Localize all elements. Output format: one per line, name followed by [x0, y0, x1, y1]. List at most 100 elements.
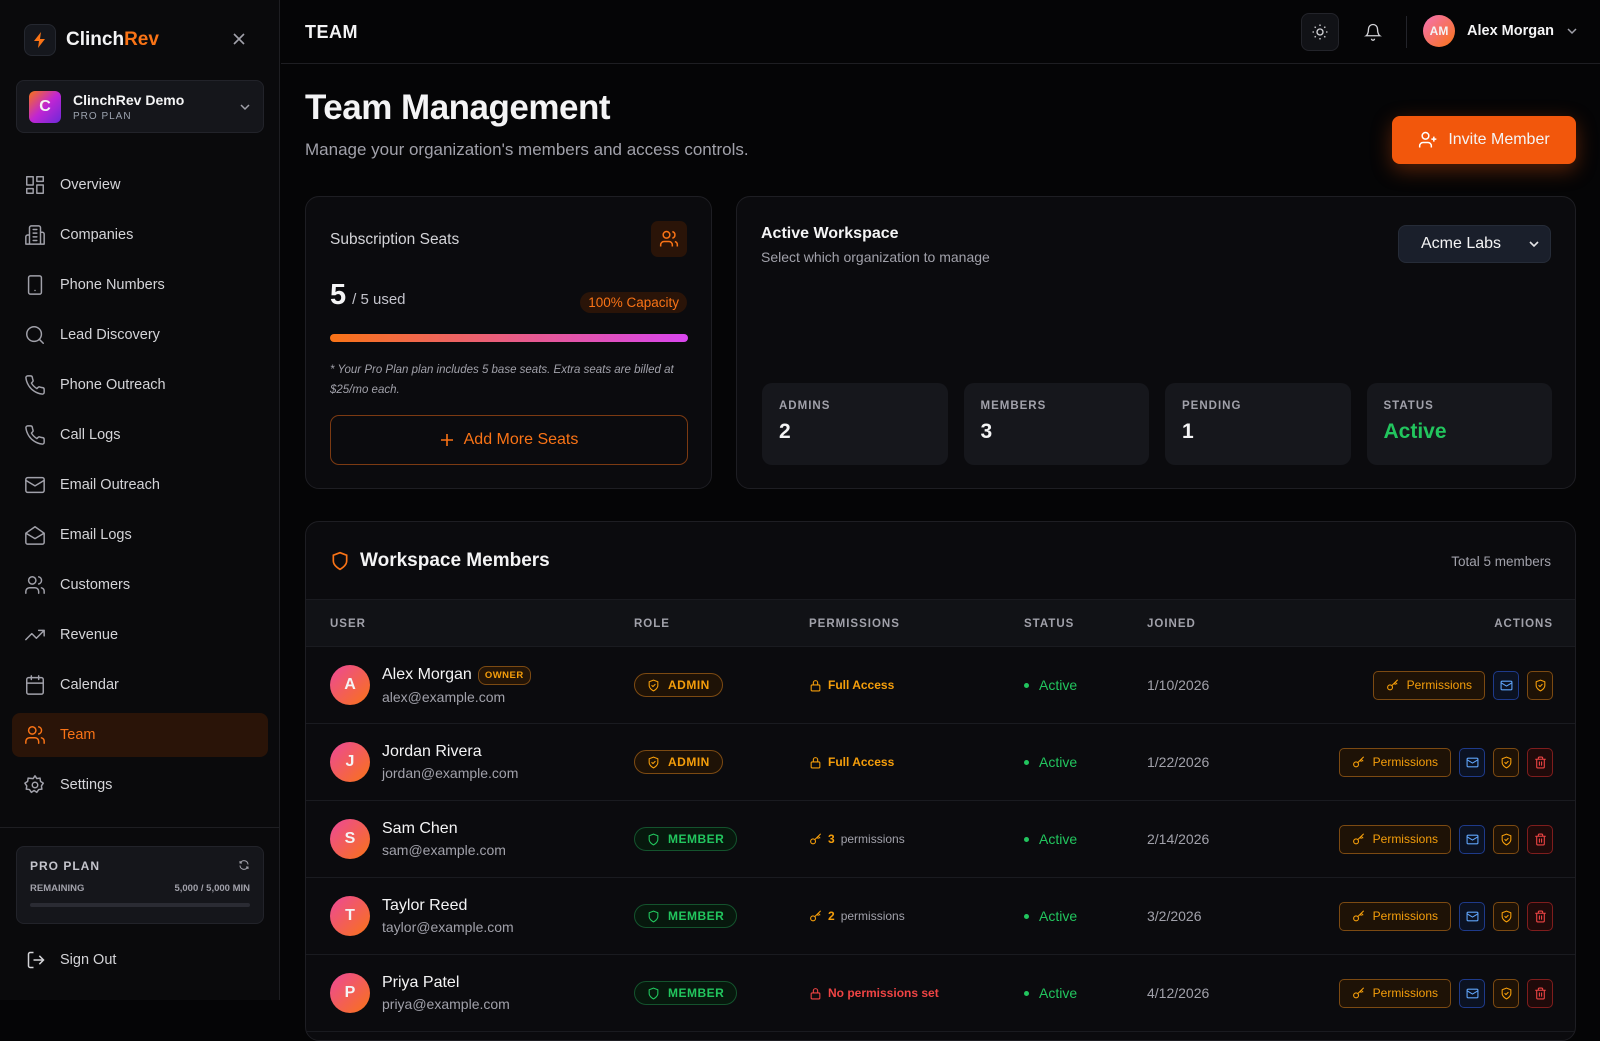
delete-button[interactable] [1527, 747, 1553, 777]
nav-item[interactable]: Phone Outreach [12, 363, 268, 407]
joined-date: 2/14/2026 [1147, 831, 1210, 847]
workspace-stats: ADMINS 2 MEMBERS 3 PENDING 1 STATUS Active [762, 383, 1552, 465]
permissions-button[interactable]: Permissions [1372, 670, 1485, 700]
member-name-row: Taylor Reed [382, 897, 514, 915]
permissions-button[interactable]: Permissions [1338, 824, 1451, 854]
key-icon [1386, 679, 1399, 692]
role-label: MEMBER [668, 909, 725, 923]
icon-part [648, 833, 659, 845]
email-button[interactable] [1459, 978, 1485, 1008]
users-icon [659, 230, 679, 247]
icon-part [1316, 28, 1324, 36]
icon [25, 726, 45, 744]
delete-button[interactable] [1527, 824, 1553, 854]
member-name-row: Priya Patel [382, 974, 510, 992]
permissions: 2 permissions [809, 909, 905, 923]
sign-out[interactable]: Sign Out [26, 950, 116, 970]
role-button[interactable] [1493, 824, 1519, 854]
sign-out-label: Sign Out [60, 952, 117, 968]
icon [25, 225, 45, 245]
brand[interactable]: ClinchRev [24, 24, 159, 56]
perm-label: permissions [840, 909, 905, 923]
icon [1466, 911, 1478, 921]
email-button[interactable] [1459, 824, 1485, 854]
nav-item[interactable]: Revenue [12, 613, 268, 657]
role-button[interactable] [1527, 670, 1553, 700]
divider [0, 827, 280, 828]
icon [25, 629, 45, 641]
nav-item[interactable]: Overview [12, 163, 268, 207]
nav-item[interactable]: Call Logs [12, 413, 268, 457]
nav-icon [24, 174, 46, 196]
refresh-icon[interactable] [238, 859, 250, 871]
role-button[interactable] [1493, 901, 1519, 931]
permissions: No permissions set [809, 986, 939, 1000]
member-email: jordan@example.com [382, 765, 519, 781]
theme-toggle[interactable] [1301, 13, 1339, 51]
icon-part [27, 726, 37, 735]
seats-card: Subscription Seats 5 / 5 used 100% Capaci… [305, 196, 712, 489]
nav-icon [24, 574, 46, 596]
icon-part [1503, 837, 1509, 841]
icon-part [1356, 910, 1364, 917]
shield-icon [332, 551, 348, 571]
icon-part [1352, 760, 1359, 767]
icon-part [1356, 987, 1364, 994]
nav-item[interactable]: Customers [12, 563, 268, 607]
status-dot [1024, 836, 1029, 842]
icon-part [1352, 914, 1359, 921]
role-button[interactable] [1493, 747, 1519, 777]
permissions-button[interactable]: Permissions [1338, 747, 1451, 777]
icon [25, 425, 45, 445]
icon-part [239, 860, 249, 870]
nav-item[interactable]: Email Outreach [12, 463, 268, 507]
icon-part [1534, 756, 1546, 768]
icon [1352, 756, 1364, 767]
add-seats-button[interactable]: Add More Seats [330, 415, 688, 465]
nav-item[interactable]: Email Logs [12, 513, 268, 557]
icon-part [648, 756, 659, 768]
workspace-select[interactable]: Acme Labs [1398, 225, 1551, 263]
icon [1535, 679, 1545, 691]
nav-item[interactable]: Team [12, 713, 268, 757]
icon-part [812, 679, 819, 685]
column-header: USER [330, 618, 366, 630]
permissions-cell: Full Access [809, 724, 894, 800]
nav-icon [24, 324, 46, 346]
icon [810, 679, 821, 691]
email-button[interactable] [1459, 901, 1485, 931]
permissions-button[interactable]: Permissions [1338, 978, 1451, 1008]
key-icon [1352, 756, 1365, 769]
member-email: priya@example.com [382, 996, 510, 1012]
email-button[interactable] [1459, 747, 1485, 777]
user-menu[interactable]: AM Alex Morgan [1423, 15, 1578, 47]
email-button[interactable] [1493, 670, 1519, 700]
nav-item[interactable]: Companies [12, 213, 268, 257]
invite-button[interactable]: Invite Member [1392, 116, 1576, 164]
plus-icon [440, 434, 453, 446]
role-button[interactable] [1493, 978, 1519, 1008]
nav-item[interactable]: Lead Discovery [12, 313, 268, 357]
usage-bar [30, 903, 250, 907]
close-sidebar[interactable] [232, 32, 246, 46]
role-icon [647, 987, 660, 1000]
column-header: JOINED [1147, 618, 1196, 630]
actions-cell: Permissions [1338, 724, 1553, 800]
nav-item[interactable]: Calendar [12, 663, 268, 707]
notifications[interactable] [1354, 13, 1392, 51]
role-badge: MEMBER [634, 904, 738, 928]
icon [648, 987, 659, 999]
icon-part [1535, 679, 1545, 691]
org-switcher[interactable]: C ClinchRev Demo PRO PLAN [16, 80, 264, 133]
nav-item[interactable]: Settings [12, 763, 268, 807]
icon [26, 675, 44, 695]
status: Active [1024, 831, 1077, 847]
delete-button[interactable] [1527, 978, 1553, 1008]
nav-item[interactable]: Phone Numbers [12, 263, 268, 307]
column-header: ROLE [634, 618, 670, 630]
member-avatar: J [330, 742, 370, 782]
column-header: STATUS [1024, 618, 1075, 630]
permissions-button[interactable]: Permissions [1338, 901, 1451, 931]
icon [810, 833, 821, 844]
delete-button[interactable] [1527, 901, 1553, 931]
